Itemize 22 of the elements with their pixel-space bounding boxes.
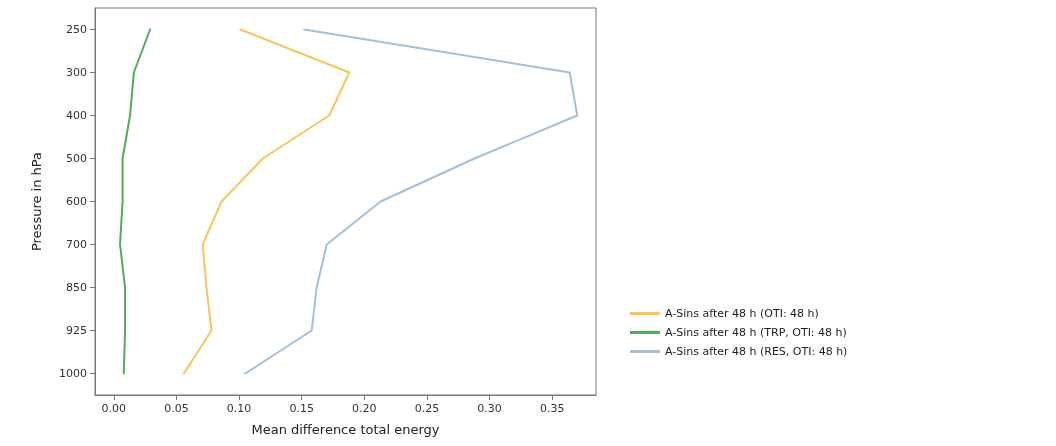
y-tick-label: 850 (66, 281, 87, 294)
x-tick-label: 0.10 (226, 402, 252, 415)
y-tick-label: 250 (66, 23, 87, 36)
y-axis-title: Pressure in hPa (29, 151, 44, 252)
y-tick-label: 600 (66, 195, 87, 208)
legend-label: A-Sins after 48 h (RES, OTI: 48 h) (665, 345, 848, 358)
x-tick-label: 0.25 (414, 402, 440, 415)
y-tick-label: 1000 (59, 367, 87, 380)
x-tick-label: 0.00 (101, 402, 127, 415)
y-tick-label: 400 (66, 109, 87, 122)
x-tick-label: 0.30 (477, 402, 502, 415)
y-tick-label: 700 (66, 238, 87, 251)
legend-label: A-Sins after 48 h (TRP, OTI: 48 h) (665, 326, 847, 339)
x-tick-label: 0.15 (289, 402, 314, 415)
y-tick-label: 925 (66, 324, 87, 337)
x-tick-label: 0.35 (539, 402, 565, 415)
x-tick-label: 0.20 (352, 402, 377, 415)
x-tick-label: 0.05 (164, 402, 189, 415)
x-axis-title: Mean difference total energy (251, 422, 440, 437)
y-tick-label: 300 (66, 66, 87, 79)
y-tick-label: 500 (66, 152, 87, 165)
legend-label: A-Sins after 48 h (OTI: 48 h) (665, 307, 819, 320)
